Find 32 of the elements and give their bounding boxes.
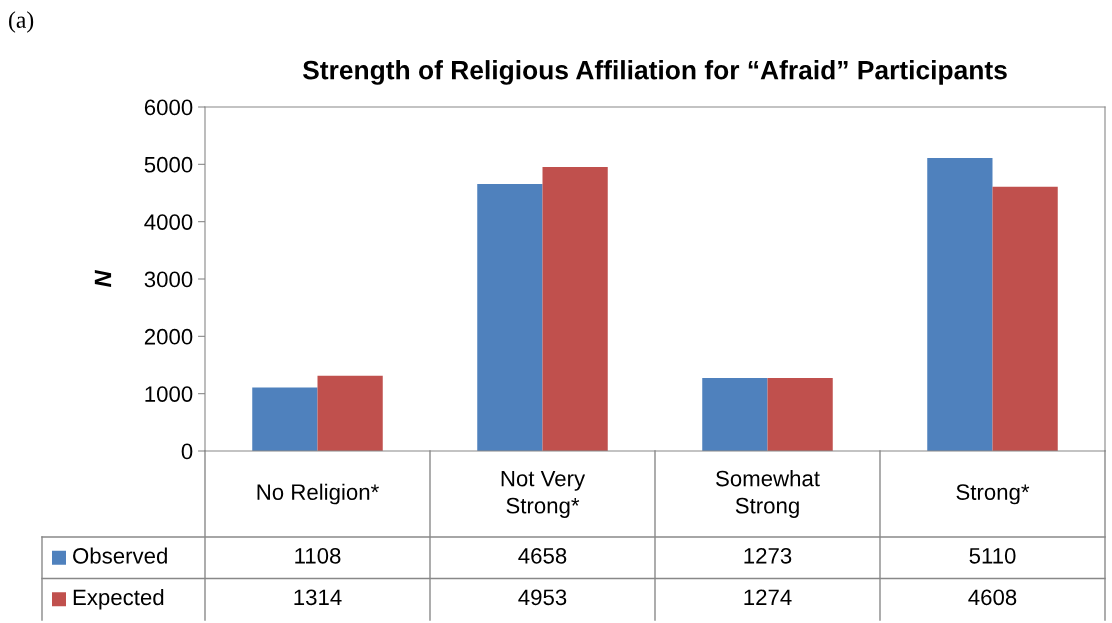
- legend-label: Observed: [73, 547, 167, 564]
- legend-label: Expected: [73, 588, 164, 610]
- chart-title: Strength of Religious Affiliation for “Afraid” Participants: [302, 60, 1007, 85]
- bar: [927, 158, 993, 451]
- data-label: 1274: [744, 589, 792, 605]
- bar: [992, 186, 1058, 451]
- x-tick-label: Somewhat Strong: [716, 470, 820, 518]
- data-label: 1273: [744, 547, 792, 564]
- x-tick-label: Not Very Strong*: [501, 470, 586, 518]
- data-label: 5110: [969, 547, 1016, 564]
- y-tick-label: 5000: [144, 156, 193, 173]
- bar: [252, 387, 318, 451]
- y-tick-label: 6000: [144, 99, 193, 116]
- y-tick-label: 4000: [144, 214, 193, 230]
- bar: [317, 375, 383, 451]
- data-label: 4658: [518, 547, 567, 564]
- text: (a): [9, 11, 34, 33]
- x-tick-label: No Religion*: [257, 483, 379, 505]
- bar: [702, 378, 768, 451]
- y-tick-label: 2000: [144, 328, 193, 345]
- y-axis-title: N: [94, 270, 112, 288]
- bar: [542, 167, 608, 451]
- x-tick-label: Strong*: [956, 484, 1030, 505]
- y-tick-label: 1000: [145, 386, 193, 402]
- data-label: 1314: [294, 589, 342, 606]
- bar: [767, 377, 833, 451]
- data-label: 4953: [518, 589, 567, 606]
- data-label: 1108: [295, 547, 341, 564]
- bar: [477, 183, 543, 451]
- y-tick-label: 3000: [144, 271, 193, 288]
- y-tick-label: 0: [181, 443, 193, 460]
- data-label: 4608: [968, 589, 1017, 606]
